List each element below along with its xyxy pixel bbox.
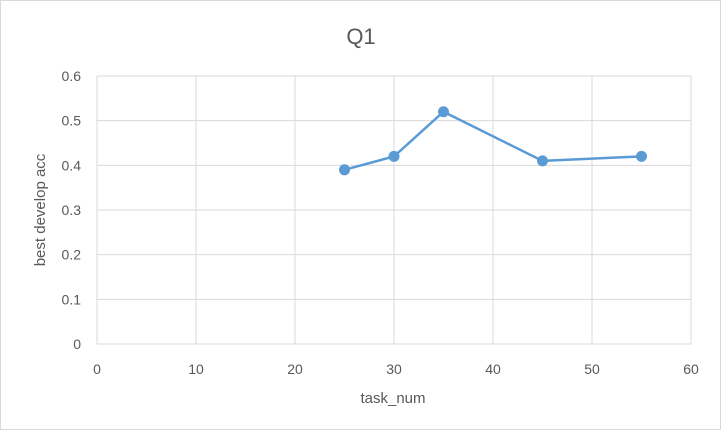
x-tick-label: 60 xyxy=(683,361,699,377)
y-tick-label: 0.5 xyxy=(62,113,82,129)
data-point xyxy=(339,164,350,176)
x-axis-label: task_num xyxy=(360,390,425,407)
y-tick-label: 0.1 xyxy=(62,291,82,307)
data-point xyxy=(636,150,647,162)
y-axis-label: best develop acc xyxy=(32,153,49,266)
data-point xyxy=(537,155,548,167)
y-tick-label: 0 xyxy=(73,336,81,352)
y-tick-label: 0.6 xyxy=(62,68,82,84)
chart-title: Q1 xyxy=(346,24,375,49)
y-tick-label: 0.3 xyxy=(62,202,82,218)
y-tick-label: 0.4 xyxy=(62,157,82,173)
x-tick-label: 50 xyxy=(584,361,600,377)
x-tick-label: 40 xyxy=(485,361,501,377)
data-point xyxy=(438,106,449,118)
x-tick-label: 0 xyxy=(93,361,101,377)
y-axis-ticks: 0 0.1 0.2 0.3 0.4 0.5 0.6 xyxy=(62,68,82,352)
x-tick-label: 20 xyxy=(287,361,303,377)
x-tick-label: 30 xyxy=(386,361,402,377)
data-series xyxy=(339,106,647,176)
y-tick-label: 0.2 xyxy=(62,247,82,263)
x-tick-label: 10 xyxy=(188,361,204,377)
x-axis-ticks: 0 10 20 30 40 50 60 xyxy=(93,361,699,377)
data-point xyxy=(388,150,400,162)
gridlines xyxy=(96,75,692,345)
